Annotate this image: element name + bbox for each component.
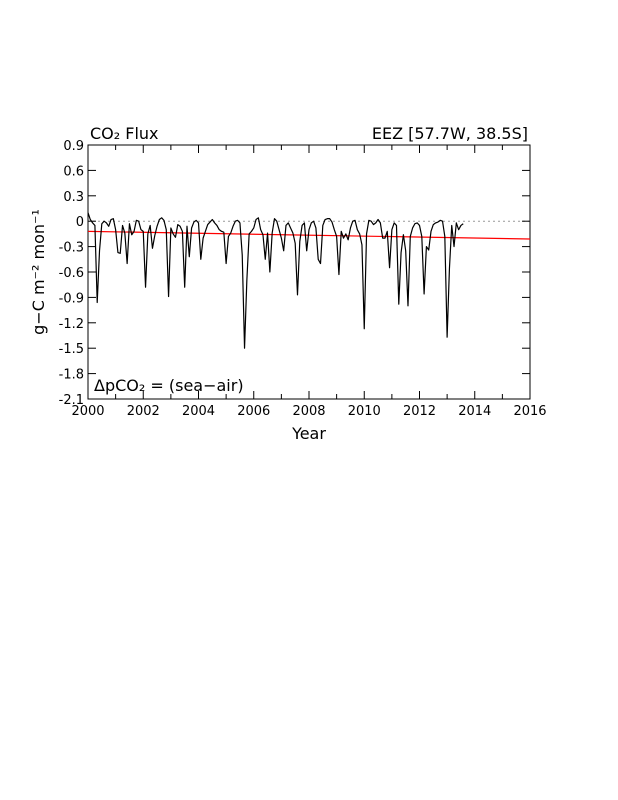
y-tick-label: 0.3: [63, 190, 84, 205]
flux-series-line: [87, 212, 464, 349]
x-axis-label: Year: [291, 424, 326, 443]
x-tick-label: 2000: [71, 404, 104, 419]
y-tick-label: -1.5: [59, 342, 84, 357]
x-tick-label: 2012: [403, 404, 436, 419]
y-tick-label: -0.6: [59, 266, 84, 281]
x-tick-label: 2016: [513, 404, 546, 419]
x-tick-label: 2004: [182, 404, 215, 419]
x-tick-label: 2008: [292, 404, 325, 419]
y-tick-label: -0.9: [59, 291, 84, 306]
chart-title-left: CO₂ Flux: [90, 124, 159, 143]
y-tick-label: 0.9: [63, 139, 84, 154]
y-tick-label: -0.3: [59, 241, 84, 256]
y-axis: 0.9 0.6 0.3 0 -0.3 -0.6 -0.9 -1.2 -1.5 -1.8 -2.1: [59, 139, 530, 408]
x-axis: 2000 2002 2004 2006 2008 2010 2012 2014 2016: [71, 145, 547, 419]
x-tick-label: 2006: [237, 404, 270, 419]
y-tick-label: -2.1: [59, 393, 84, 408]
y-axis-label: g−C m⁻² mon⁻¹: [29, 209, 48, 335]
delta-pco2-annotation: ΔpCO₂ = (sea−air): [94, 376, 244, 395]
x-tick-label: 2014: [458, 404, 491, 419]
y-tick-label: 0: [76, 215, 84, 230]
x-tick-label: 2002: [127, 404, 160, 419]
x-tick-label: 2010: [348, 404, 381, 419]
y-tick-label: 0.6: [63, 164, 84, 179]
flux-series: [87, 212, 464, 349]
chart-title-right: EEZ [57.7W, 38.5S]: [372, 124, 528, 143]
plot-frame: [87, 144, 531, 400]
y-tick-label: -1.2: [59, 317, 84, 332]
y-tick-label: -1.8: [59, 368, 84, 383]
